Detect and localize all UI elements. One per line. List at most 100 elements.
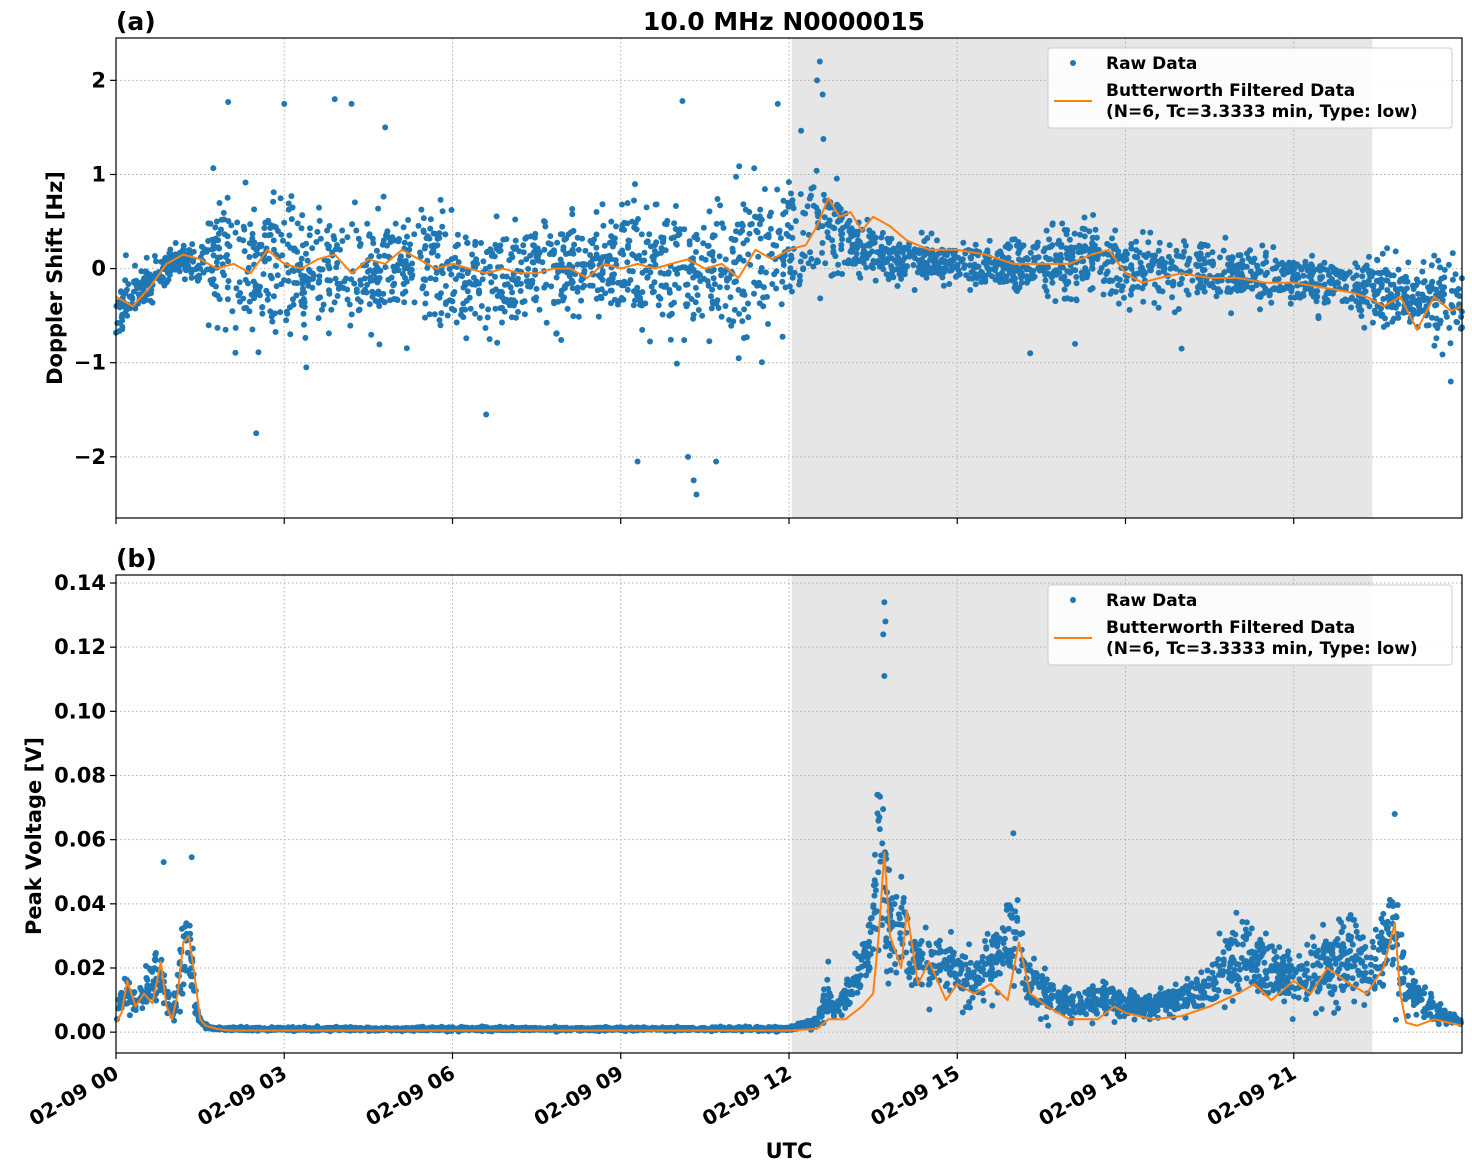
panel-a-raw-point (587, 238, 594, 244)
panel-b-raw-point (184, 949, 191, 956)
panel-a-raw-point (240, 223, 247, 230)
panel-a-raw-point (644, 238, 651, 245)
panel-a-raw-point (747, 221, 754, 228)
panel-a-raw-point (135, 291, 142, 298)
panel-a-raw-point (706, 250, 713, 257)
panel-a-raw-point (1328, 276, 1335, 283)
panel-a-raw-point (1083, 274, 1090, 281)
panel-a-raw-point (259, 304, 266, 310)
panel-a-raw-point (236, 279, 243, 286)
panel-a-raw-point (509, 289, 516, 296)
panel-a-legend-box (1047, 47, 1453, 129)
panel-a-raw-point (758, 359, 765, 366)
panel-a-raw-point (353, 227, 360, 234)
panel-a-raw-point (125, 281, 132, 288)
panel-a-raw-point (606, 239, 613, 246)
panel-a-raw-point (1263, 249, 1269, 256)
panel-a-raw-point (381, 299, 388, 305)
panel-b-raw-point (1015, 968, 1022, 975)
panel-b-raw-point (863, 940, 870, 947)
panel-a-raw-point (578, 297, 585, 304)
panel-a-raw-point (566, 250, 573, 257)
panel-a-raw-point (265, 291, 272, 298)
panel-b-raw-point (1389, 944, 1396, 951)
panel-b-raw-point (1301, 972, 1308, 978)
panel-a-raw-point (635, 216, 641, 222)
panel-a-raw-point (400, 224, 407, 231)
panel-a-raw-point (392, 220, 399, 227)
panel-a-raw-point (1070, 267, 1077, 274)
panel-a-raw-point (994, 272, 1001, 278)
panel-a-raw-point (547, 233, 554, 240)
panel-a-raw-point (1027, 249, 1034, 256)
panel-a-raw-point (1377, 270, 1384, 277)
panel-a-raw-point (946, 258, 953, 265)
panel-a-raw-point (1234, 287, 1241, 294)
panel-a-raw-point (324, 277, 331, 284)
panel-a-raw-point (633, 226, 640, 233)
panel-a-raw-point (1145, 250, 1152, 257)
panel-a-raw-point (1081, 226, 1088, 233)
panel-a-raw-point (883, 271, 890, 278)
panel-a-raw-point (118, 289, 125, 296)
panel-a-raw-point (391, 268, 398, 274)
panel-a-raw-point (797, 258, 804, 265)
panel-a-raw-point (217, 254, 224, 261)
panel-a-raw-point (637, 297, 644, 304)
panel-a-raw-point (423, 290, 430, 297)
panel-a-raw-data (113, 58, 1465, 498)
panel-a-raw-point (931, 269, 938, 276)
panel-a-raw-point (453, 319, 460, 326)
panel-a-raw-point (380, 237, 387, 244)
panel-b-raw-point (1336, 916, 1342, 923)
panel-a-raw-point (853, 250, 860, 257)
panel-b-raw-point (887, 967, 894, 974)
panel-a-raw-point (692, 284, 699, 291)
panel-a-raw-point (303, 250, 309, 257)
panel-a-raw-point (767, 225, 774, 232)
panel-a-raw-point (462, 306, 469, 313)
panel-b-raw-point (962, 961, 969, 968)
panel-a-raw-point (525, 265, 532, 272)
panel-a-raw-point (210, 252, 217, 259)
panel-a-raw-point (221, 231, 228, 238)
panel-a-raw-point (695, 307, 702, 313)
panel-b-raw-point (1232, 931, 1239, 938)
panel-a-raw-point (1220, 247, 1227, 254)
panel-a-raw-point (259, 310, 266, 317)
panel-b-raw-point (1375, 946, 1382, 953)
panel-a-raw-point (415, 222, 422, 229)
panel-a-raw-point (1433, 335, 1440, 342)
panel-b-raw-point (898, 873, 905, 880)
panel-a-raw-point (777, 235, 784, 242)
panel-a-raw-point (821, 214, 828, 221)
panel-a-raw-point (639, 289, 646, 296)
panel-a-raw-point (476, 315, 483, 321)
panel-b-raw-point (876, 826, 883, 833)
panel-a-raw-point (1073, 274, 1080, 280)
panel-a-raw-point (671, 220, 678, 227)
panel-a-raw-point (380, 193, 387, 200)
panel-b-raw-point (1187, 982, 1194, 989)
panel-a-raw-point (771, 271, 778, 278)
panel-a-raw-point (551, 298, 557, 305)
panel-a-raw-point (309, 270, 316, 277)
panel-a-raw-point (237, 290, 244, 296)
panel-b-raw-point (1404, 1013, 1411, 1019)
panel-a-raw-point (246, 240, 253, 247)
panel-a-raw-point (356, 243, 363, 249)
panel-b-raw-point (118, 989, 125, 996)
panel-a-raw-point (1380, 323, 1387, 330)
panel-b-raw-point (1335, 1005, 1342, 1012)
panel-a-raw-point (1145, 262, 1152, 269)
panel-a-raw-point (891, 266, 898, 273)
panel-a-raw-point (1181, 238, 1187, 245)
panel-a-raw-point (810, 263, 817, 270)
panel-a-raw-point (433, 231, 440, 238)
panel-b-raw-point (180, 981, 187, 988)
panel-a-raw-point (651, 242, 658, 249)
panel-a-raw-point (286, 304, 293, 311)
panel-a-raw-point (1089, 247, 1096, 254)
panel-b-raw-point (1349, 941, 1356, 948)
panel-a-raw-point (648, 283, 655, 290)
